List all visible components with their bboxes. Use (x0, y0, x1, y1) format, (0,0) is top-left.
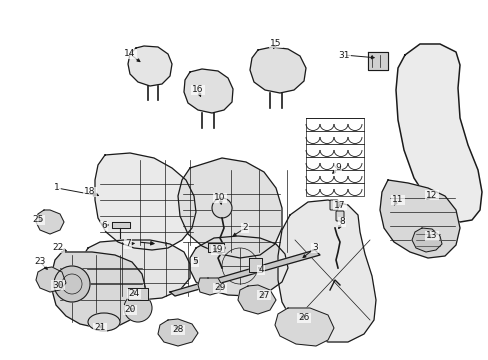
Text: 16: 16 (192, 85, 203, 94)
Polygon shape (238, 285, 275, 314)
Text: 24: 24 (128, 289, 140, 298)
Polygon shape (95, 153, 196, 250)
Text: 29: 29 (214, 284, 225, 292)
Polygon shape (183, 69, 232, 113)
Polygon shape (128, 288, 148, 300)
Text: 19: 19 (212, 246, 224, 255)
Text: 28: 28 (172, 325, 183, 334)
Polygon shape (82, 240, 190, 300)
Text: 21: 21 (94, 324, 105, 333)
Text: 13: 13 (426, 231, 437, 240)
Text: 1: 1 (54, 184, 60, 193)
Text: 8: 8 (339, 217, 344, 226)
Polygon shape (52, 252, 146, 328)
Polygon shape (207, 243, 224, 252)
Text: 5: 5 (192, 257, 198, 266)
Text: 20: 20 (124, 306, 135, 315)
FancyBboxPatch shape (335, 211, 343, 221)
Text: 22: 22 (52, 243, 63, 252)
Text: 25: 25 (32, 216, 43, 225)
Text: 7: 7 (125, 239, 131, 248)
Polygon shape (249, 47, 305, 93)
Text: 3: 3 (311, 243, 317, 252)
Text: 2: 2 (242, 224, 247, 233)
Circle shape (212, 198, 231, 218)
Polygon shape (198, 278, 222, 295)
Polygon shape (36, 267, 66, 292)
Ellipse shape (88, 313, 120, 331)
Polygon shape (36, 210, 64, 234)
Polygon shape (112, 222, 130, 228)
Text: 30: 30 (52, 280, 63, 289)
Polygon shape (128, 46, 172, 86)
Polygon shape (178, 158, 282, 258)
Polygon shape (158, 319, 198, 346)
Circle shape (54, 266, 90, 302)
FancyBboxPatch shape (329, 200, 337, 210)
Polygon shape (411, 228, 441, 252)
Text: 11: 11 (391, 195, 403, 204)
Text: 23: 23 (34, 257, 45, 266)
Polygon shape (170, 250, 319, 296)
Text: 14: 14 (124, 49, 135, 58)
Text: 15: 15 (270, 39, 281, 48)
Polygon shape (278, 200, 375, 342)
Polygon shape (274, 308, 333, 346)
Text: 18: 18 (84, 188, 96, 197)
Polygon shape (379, 180, 459, 258)
Text: 9: 9 (334, 163, 340, 172)
Text: 10: 10 (214, 194, 225, 202)
Polygon shape (190, 236, 287, 296)
Text: 26: 26 (298, 314, 309, 323)
Circle shape (124, 294, 152, 322)
Polygon shape (395, 44, 481, 222)
Text: 27: 27 (258, 291, 269, 300)
Text: 4: 4 (258, 266, 263, 274)
Polygon shape (248, 258, 262, 272)
Text: 12: 12 (426, 190, 437, 199)
Polygon shape (367, 52, 387, 70)
Text: 17: 17 (334, 201, 345, 210)
Text: 31: 31 (338, 50, 349, 59)
Text: 6: 6 (101, 221, 107, 230)
